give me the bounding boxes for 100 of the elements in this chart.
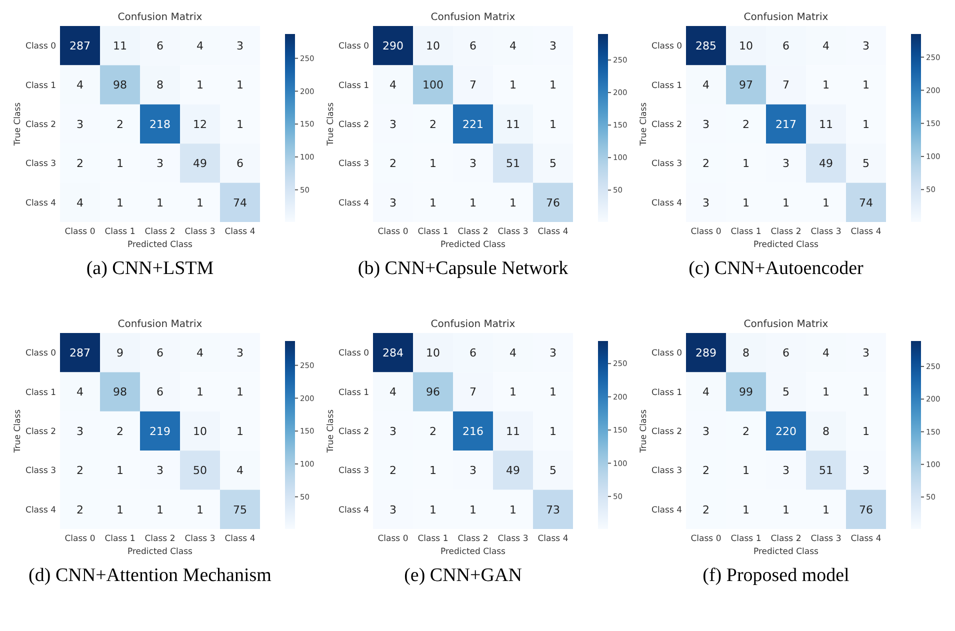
data-label: 3 — [702, 196, 710, 210]
data-label: 1 — [156, 196, 164, 210]
data-label: 3 — [782, 464, 790, 478]
x-tick-label: Class 1 — [104, 534, 136, 544]
data-label: 287 — [70, 39, 90, 52]
x-axis-title: Predicted Class — [440, 240, 506, 250]
data-label: 3 — [236, 39, 244, 52]
data-label: 4 — [702, 386, 710, 399]
data-label: 2 — [702, 464, 710, 478]
text: (c) CNN+Autoencoder — [688, 258, 864, 279]
data-label: 1 — [742, 157, 750, 170]
x-tick-label: Class 2 — [144, 227, 176, 237]
data-label: 3 — [236, 346, 244, 360]
data-label: 3 — [390, 424, 396, 438]
y-axis-title: True Class — [326, 408, 336, 454]
data-label: 1 — [196, 196, 204, 210]
data-label: 97 — [739, 78, 753, 92]
data-label: 6 — [156, 39, 164, 52]
data-label: 4 — [510, 39, 516, 52]
data-label: 1 — [510, 196, 516, 210]
data-label: 12 — [193, 118, 207, 131]
x-tick-label: Class 3 — [810, 227, 842, 237]
data-label: 4 — [822, 39, 830, 52]
data-label: 5 — [550, 157, 556, 170]
data-label: 2 — [390, 464, 396, 478]
x-tick-label: Class 0 — [690, 227, 722, 237]
data-label: 1 — [822, 196, 830, 210]
y-tick-label: Class 2 — [338, 120, 369, 130]
x-tick-label: Class 3 — [498, 534, 528, 544]
data-label: 287 — [70, 346, 90, 360]
data-label: 49 — [819, 157, 833, 170]
data-label: 2 — [430, 118, 436, 131]
data-label: 1 — [430, 503, 436, 516]
data-label: 1 — [550, 424, 556, 438]
data-label: 3 — [782, 157, 790, 170]
y-tick-label: Class 0 — [26, 348, 56, 359]
y-tick-label: Class 0 — [338, 348, 369, 359]
data-label: 4 — [76, 196, 84, 210]
x-tick-label: Class 2 — [458, 534, 488, 544]
data-label: 4 — [702, 78, 710, 92]
data-label: 6 — [156, 386, 164, 399]
data-label: 1 — [430, 196, 436, 210]
chart-title: Confusion Matrix — [430, 319, 516, 330]
data-label: 3 — [156, 464, 164, 478]
x-axis-title: Predicted Class — [440, 547, 506, 557]
text: (e) CNN+GAN — [404, 565, 522, 586]
data-label: 3 — [390, 196, 396, 210]
data-label: 1 — [742, 196, 750, 210]
data-label: 6 — [782, 39, 790, 52]
data-label: 76 — [546, 196, 560, 210]
data-label: 6 — [470, 39, 476, 52]
x-tick-label: Class 4 — [224, 534, 256, 544]
data-label: 3 — [862, 346, 870, 360]
data-label: 11 — [819, 118, 833, 131]
y-tick-label: Class 2 — [338, 426, 369, 437]
data-label: 3 — [550, 346, 556, 360]
data-label: 8 — [156, 78, 164, 92]
chart-title: Confusion Matrix — [118, 12, 202, 23]
data-label: 4 — [196, 346, 204, 360]
data-label: 10 — [426, 346, 440, 360]
data-label: 1 — [196, 386, 204, 399]
y-tick-label: Class 0 — [652, 42, 682, 52]
x-tick-label: Class 0 — [64, 534, 96, 544]
x-axis-title: Predicted Class — [754, 547, 820, 557]
y-tick-label: Class 1 — [338, 80, 369, 91]
text: (a) CNN+LSTM — [86, 258, 214, 279]
data-label: 1 — [862, 386, 870, 399]
data-label: 1 — [236, 118, 244, 131]
data-label: 74 — [859, 196, 873, 210]
y-tick-label: Class 1 — [26, 388, 56, 398]
data-label: 5 — [782, 386, 790, 399]
x-tick-label: Class 1 — [418, 534, 448, 544]
x-tick-label: Class 4 — [538, 227, 568, 237]
x-axis-title: Predicted Class — [128, 240, 194, 250]
data-label: 74 — [233, 196, 247, 210]
data-label: 1 — [782, 503, 790, 516]
data-label: 1 — [782, 196, 790, 210]
x-tick-label: Class 4 — [850, 534, 882, 544]
data-label: 3 — [702, 118, 710, 131]
data-label: 1 — [116, 503, 124, 516]
data-label: 1 — [236, 78, 244, 92]
y-tick-label: Class 4 — [338, 505, 369, 516]
data-label: 4 — [390, 386, 396, 399]
x-tick-label: Class 2 — [458, 227, 488, 237]
y-axis-title: True Class — [13, 408, 23, 454]
data-label: 1 — [550, 78, 556, 92]
data-label: 1 — [430, 464, 436, 478]
x-tick-label: Class 0 — [690, 534, 722, 544]
data-label: 4 — [822, 346, 830, 360]
data-label: 221 — [462, 118, 484, 131]
x-tick-label: Class 4 — [224, 227, 256, 237]
data-label: 3 — [862, 464, 870, 478]
x-tick-label: Class 0 — [64, 227, 96, 237]
data-label: 11 — [506, 118, 520, 131]
data-label: 1 — [156, 503, 164, 516]
data-label: 217 — [776, 118, 796, 131]
data-label: 7 — [782, 78, 790, 92]
y-tick-label: Class 4 — [26, 505, 56, 516]
data-label: 2 — [702, 503, 710, 516]
x-tick-label: Class 3 — [184, 227, 216, 237]
